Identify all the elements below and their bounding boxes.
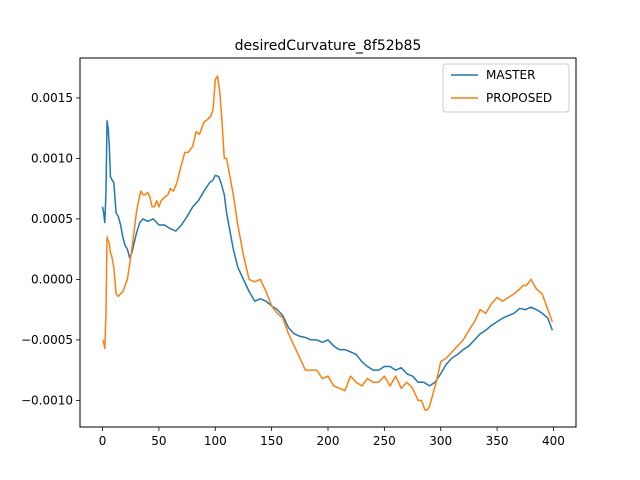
legend-label-proposed: PROPOSED <box>486 91 552 105</box>
ticks-layer: 0 50 100 150 200 250 300 350 400 −0.0010 −0.0005 0.… <box>21 91 565 448</box>
y-tick-label: 0.0000 <box>31 272 73 286</box>
series-layer <box>101 75 554 411</box>
y-tick-label: 0.0015 <box>31 91 73 105</box>
x-tick-label: 200 <box>317 434 340 448</box>
x-tick-label: 250 <box>373 434 396 448</box>
x-tick-label: 50 <box>151 434 166 448</box>
x-tick-label: 400 <box>542 434 565 448</box>
legend-label-master: MASTER <box>486 68 535 82</box>
plot-frame <box>79 57 577 428</box>
x-tick-label: 150 <box>260 434 283 448</box>
y-tick-label: −0.0010 <box>21 393 73 407</box>
legend-box <box>442 63 570 113</box>
y-tick-label: −0.0005 <box>21 333 73 347</box>
series-line-proposed <box>101 75 554 411</box>
chart-title: desiredCurvature_8f52b85 <box>235 38 422 54</box>
y-tick-label: 0.0010 <box>31 151 73 165</box>
y-tick-label: 0.0005 <box>31 212 73 226</box>
x-tick-label: 100 <box>204 434 227 448</box>
x-tick-label: 300 <box>429 434 452 448</box>
legend: MASTER PROPOSED <box>442 63 570 113</box>
x-tick-label: 350 <box>486 434 509 448</box>
x-tick-label: 0 <box>99 434 107 448</box>
